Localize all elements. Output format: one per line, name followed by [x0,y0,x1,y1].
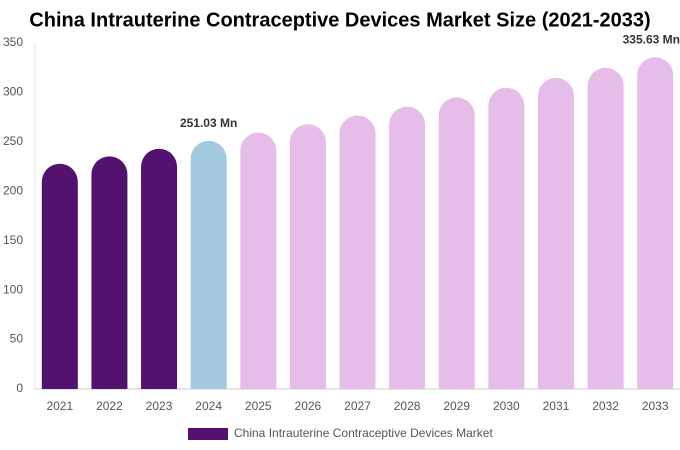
y-tick-label: 350 [3,35,23,49]
y-tick-label: 100 [3,282,23,296]
bar [339,115,376,389]
bar [537,77,574,389]
x-tick-label: 2031 [543,399,570,413]
y-tick-label: 250 [3,134,23,148]
x-tick-label: 2021 [46,399,73,413]
bar [289,124,326,390]
chart-title: China Intrauterine Contraceptive Devices… [29,9,650,31]
bar [41,163,78,389]
x-tick-label: 2033 [642,399,669,413]
legend-swatch [188,428,228,440]
x-tick-label: 2027 [344,399,371,413]
bar [587,67,624,389]
x-tick-label: 2030 [493,399,520,413]
y-tick-label: 300 [3,85,23,99]
x-tick-label: 2028 [394,399,421,413]
x-tick-label: 2023 [146,399,173,413]
bar [190,140,227,389]
bar [488,87,525,390]
data-label: 335.63 Mn [623,32,680,46]
bar [91,156,128,389]
bar [438,97,475,389]
bar [240,132,277,389]
x-tick-label: 2024 [195,399,222,413]
x-tick-label: 2026 [295,399,322,413]
bar [389,106,426,389]
data-label: 251.03 Mn [180,116,237,130]
x-tick-label: 2022 [96,399,123,413]
y-tick-label: 0 [16,381,23,395]
y-tick-label: 200 [3,183,23,197]
bar [637,57,674,389]
y-tick-label: 50 [10,332,24,346]
y-tick-label: 150 [3,233,23,247]
x-tick-label: 2029 [443,399,470,413]
x-tick-label: 2032 [592,399,619,413]
bar [141,148,178,389]
legend-label: China Intrauterine Contraceptive Devices… [234,426,493,440]
x-tick-label: 2025 [245,399,272,413]
